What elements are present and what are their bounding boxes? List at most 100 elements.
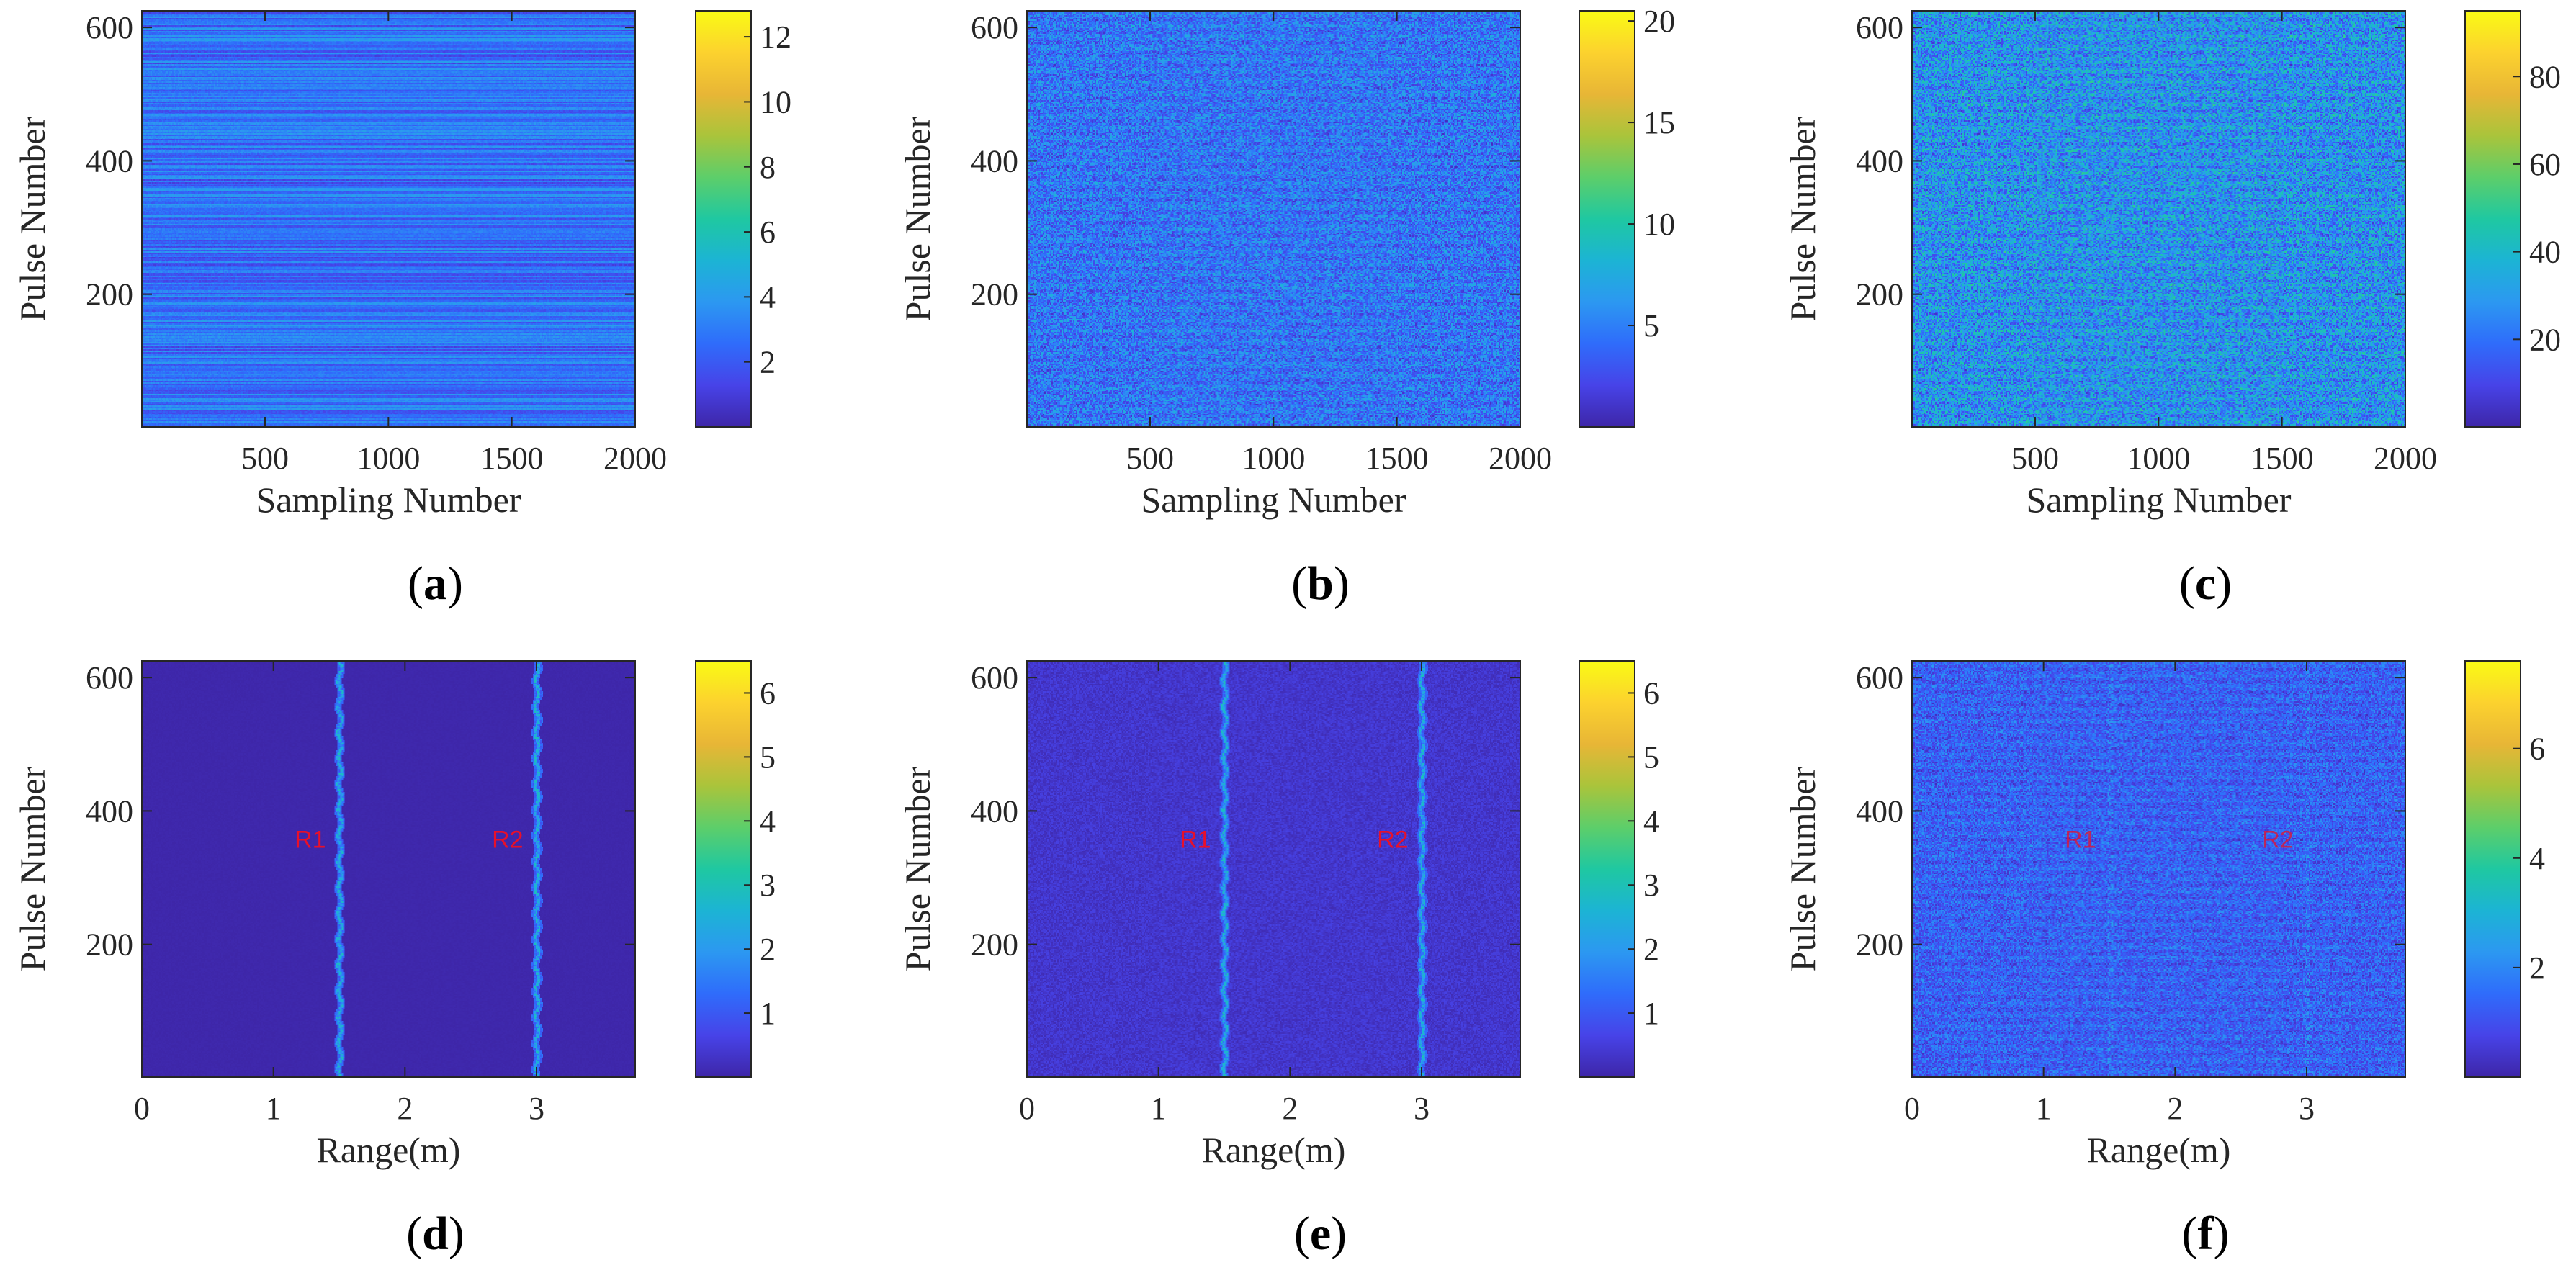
chart-a-heatmap-image	[142, 11, 635, 427]
chart-e-x-tick-label: 2	[1282, 1091, 1298, 1126]
chart-c-x-tick-label: 500	[2011, 441, 2059, 476]
chart-c-colorbar-tick-label: 60	[2529, 147, 2561, 182]
chart-a-y-tick-label: 400	[86, 143, 133, 179]
chart-f-x-axis-label: Range(m)	[2087, 1130, 2231, 1170]
chart-a-colorbar	[696, 11, 751, 427]
chart-e-colorbar-tick-label: 3	[1643, 868, 1659, 903]
chart-d-colorbar-tick-label: 5	[760, 739, 776, 775]
chart-b-y-axis-label: Pulse Number	[897, 116, 938, 321]
chart-a-colorbar-tick-label: 6	[760, 215, 776, 250]
chart-d-annotation-r2: R2	[492, 826, 523, 853]
chart-f-colorbar-frame	[2464, 660, 2521, 1078]
chart-b-caption-letter: b	[1307, 557, 1334, 610]
chart-e-y-tick-label: 400	[971, 793, 1018, 829]
chart-e-caption-letter: e	[1310, 1207, 1331, 1260]
chart-c-colorbar-tick-label: 40	[2529, 235, 2561, 270]
chart-b-colorbar-tick-label: 15	[1643, 105, 1675, 140]
chart-d-x-axis-label: Range(m)	[317, 1130, 461, 1170]
chart-e-colorbar-tick-label: 2	[1643, 932, 1659, 967]
chart-d-x-tick-label: 2	[397, 1091, 413, 1126]
chart-f-annotation-r1: R1	[2065, 826, 2096, 853]
chart-e-y-axis-label: Pulse Number	[897, 766, 938, 971]
chart-b-x-axis-label: Sampling Number	[1141, 480, 1406, 520]
chart-a-caption: (a)	[408, 557, 463, 610]
chart-d-caption-letter: d	[422, 1207, 449, 1260]
chart-a-colorbar-tick-label: 4	[760, 279, 776, 315]
chart-c-colorbar-frame	[2464, 10, 2521, 428]
chart-e-caption-close: )	[1331, 1207, 1347, 1260]
chart-d-colorbar-tick-label: 6	[760, 675, 776, 711]
chart-e-colorbar-tick-label: 5	[1643, 739, 1659, 775]
chart-d-annotation-r1: R1	[295, 826, 326, 853]
chart-f-plot-frame	[1911, 660, 2406, 1078]
chart-e-x-tick-label: 3	[1414, 1091, 1430, 1126]
chart-c-x-tick-label: 1500	[2250, 441, 2314, 476]
chart-e-annotation-r1: R1	[1180, 826, 1211, 853]
chart-b-x-tick-label: 1000	[1242, 441, 1305, 476]
chart-a-caption-close: )	[447, 557, 463, 610]
chart-d-colorbar	[696, 661, 751, 1077]
chart-a-colorbar-tick-label: 12	[760, 19, 791, 55]
chart-f-caption-letter: f	[2198, 1207, 2214, 1260]
chart-e-colorbar-frame	[1579, 660, 1635, 1078]
chart-b-x-tick-label: 1500	[1365, 441, 1429, 476]
chart-b-caption-close: )	[1334, 557, 1350, 610]
chart-c-heatmap-image	[1912, 11, 2405, 427]
chart-c-y-tick-label: 200	[1856, 277, 1903, 312]
chart-d-heatmap-image	[142, 661, 635, 1077]
chart-d-caption: (d)	[406, 1207, 465, 1260]
chart-a-caption-letter: a	[423, 557, 447, 610]
chart-e-caption: (e)	[1294, 1207, 1347, 1260]
chart-c-colorbar-tick-label: 80	[2529, 59, 2561, 94]
chart-c-x-tick-label: 2000	[2374, 441, 2437, 476]
chart-a-x-tick-label: 1500	[480, 441, 544, 476]
chart-b-heatmap-image	[1027, 11, 1520, 427]
chart-f-x-tick-label: 2	[2167, 1091, 2183, 1126]
chart-c-caption-open: (	[2179, 557, 2195, 610]
chart-e-heatmap-image	[1027, 661, 1520, 1077]
chart-a-colorbar-tick-label: 8	[760, 150, 776, 185]
chart-a-y-axis-label: Pulse Number	[12, 116, 53, 321]
chart-d-y-tick-label: 400	[86, 793, 133, 829]
chart-f-x-tick-label: 0	[1904, 1091, 1920, 1126]
chart-d-caption-open: (	[406, 1207, 422, 1260]
chart-d-y-tick-label: 200	[86, 927, 133, 963]
chart-d-x-tick-label: 1	[266, 1091, 282, 1126]
chart-c-caption-letter: c	[2195, 557, 2216, 610]
chart-a-caption-open: (	[408, 557, 423, 610]
chart-f-colorbar-tick-label: 6	[2529, 731, 2545, 767]
chart-d-y-axis-label: Pulse Number	[12, 766, 53, 971]
chart-e: 0 1 2 3 200 400 600 Range(m) Pulse Number R1 R2 1 2 3…	[897, 660, 1659, 1260]
chart-f-colorbar-tick-label: 4	[2529, 841, 2545, 876]
chart-a: 500 1000 1500 2000 200 400 600 Sampling Number P…	[12, 10, 791, 610]
chart-a-colorbar-tick-label: 2	[760, 345, 776, 380]
chart-c-y-axis-label: Pulse Number	[1782, 116, 1823, 321]
chart-b-x-tick-label: 500	[1126, 441, 1174, 476]
chart-c-x-axis-label: Sampling Number	[2026, 480, 2291, 520]
chart-b-colorbar-tick-label: 5	[1643, 308, 1659, 343]
chart-f-y-tick-label: 200	[1856, 927, 1903, 963]
chart-e-caption-open: (	[1294, 1207, 1310, 1260]
chart-e-plot-frame	[1026, 660, 1521, 1078]
chart-b-x-tick-label: 2000	[1489, 441, 1552, 476]
chart-f-colorbar	[2465, 661, 2521, 1077]
chart-b-colorbar-frame	[1579, 10, 1635, 428]
chart-f-x-tick-label: 1	[2036, 1091, 2052, 1126]
chart-d-colorbar-tick-label: 2	[760, 932, 776, 967]
chart-d-plot-frame	[141, 660, 636, 1078]
chart-a-x-tick-label: 1000	[356, 441, 420, 476]
chart-b-caption: (b)	[1291, 557, 1350, 610]
chart-e-colorbar-tick-label: 1	[1643, 996, 1659, 1031]
chart-c-colorbar-tick-label: 20	[2529, 322, 2561, 357]
chart-d-caption-close: )	[449, 1207, 465, 1260]
chart-d: 0 1 2 3 200 400 600 Range(m) Pulse Number R1 R2 1 2 3…	[12, 660, 776, 1260]
chart-a-x-tick-label: 500	[241, 441, 289, 476]
chart-f-caption: (f)	[2182, 1207, 2230, 1260]
chart-f-heatmap-image	[1912, 661, 2405, 1077]
chart-d-colorbar-tick-label: 3	[760, 868, 776, 903]
chart-e-colorbar-tick-label: 6	[1643, 675, 1659, 711]
chart-f: 0 1 2 3 200 400 600 Range(m) Pulse Number R1 R2 2 4 6…	[1782, 660, 2545, 1260]
chart-d-colorbar-tick-label: 4	[760, 803, 776, 839]
chart-a-y-tick-label: 600	[86, 10, 133, 45]
